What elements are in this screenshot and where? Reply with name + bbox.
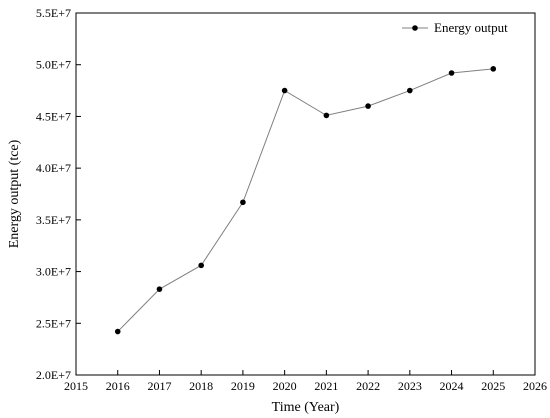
data-point — [490, 66, 497, 72]
y-tick-label: 4.0E+7 — [36, 161, 71, 175]
x-tick-label: 2016 — [106, 379, 130, 393]
data-point — [240, 199, 246, 206]
data-point — [198, 262, 204, 269]
series-layer — [114, 66, 497, 335]
x-tick-label: 2024 — [440, 379, 464, 393]
y-tick-label: 5.0E+7 — [36, 58, 71, 72]
x-axis-title: Time (Year) — [272, 400, 340, 415]
data-point — [281, 87, 288, 94]
plot-frame — [75, 12, 536, 376]
x-tick-label: 2020 — [273, 379, 297, 393]
x-axis: 2015 2016 2017 2018 2019 2020 2021 2022 2023 2024… — [64, 370, 547, 393]
y-tick-label: 2.0E+7 — [36, 368, 71, 382]
x-tick-label: 2017 — [147, 379, 171, 393]
x-tick-label: 2015 — [64, 379, 88, 393]
x-tick-label: 2026 — [523, 379, 547, 393]
y-tick-label: 3.5E+7 — [36, 213, 71, 227]
data-point — [365, 103, 371, 109]
x-tick-label: 2021 — [314, 379, 338, 393]
legend-label: Energy output — [434, 20, 508, 35]
data-point — [407, 87, 413, 94]
y-axis-title: Energy output (tce) — [7, 139, 22, 248]
legend: Energy output — [402, 20, 508, 35]
data-point — [323, 112, 330, 119]
y-axis: 2.0E+7 2.5E+7 3.0E+7 3.5E+7 4.0E+7 4.5E+7 5.0E… — [36, 6, 81, 382]
y-tick-label: 4.5E+7 — [36, 109, 71, 123]
series-line — [117, 68, 494, 332]
y-tick-label: 3.0E+7 — [36, 265, 71, 279]
data-point — [448, 70, 455, 76]
y-tick-label: 5.5E+7 — [36, 6, 71, 20]
x-tick-label: 2019 — [231, 379, 255, 393]
data-point — [114, 328, 121, 335]
x-tick-label: 2023 — [398, 379, 422, 393]
x-tick-label: 2018 — [189, 379, 213, 393]
y-tick-label: 2.5E+7 — [36, 316, 71, 330]
legend-marker — [412, 25, 418, 31]
data-point — [156, 286, 163, 292]
x-tick-label: 2025 — [481, 379, 505, 393]
x-tick-label: 2022 — [356, 379, 380, 393]
